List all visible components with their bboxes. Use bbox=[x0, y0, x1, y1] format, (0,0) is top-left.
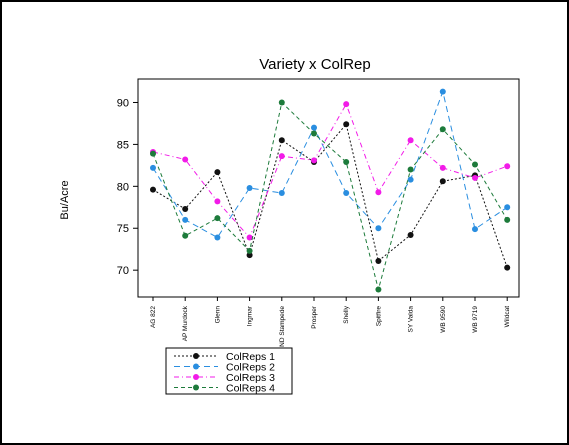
data-point bbox=[278, 137, 285, 144]
data-point bbox=[278, 153, 285, 160]
y-tick-label: 90 bbox=[117, 97, 129, 109]
data-point bbox=[472, 226, 478, 233]
y-axis-label: Bu/Acre bbox=[59, 180, 71, 219]
legend-label: ColReps 2 bbox=[226, 362, 275, 374]
series-4 bbox=[150, 99, 511, 293]
series-line bbox=[152, 101, 508, 292]
data-point bbox=[504, 264, 511, 271]
x-axis: AG 822 AP Murdock Glenn Ingmar ND Stampede Pr… bbox=[150, 297, 511, 347]
legend-entry: ColReps 3 bbox=[174, 372, 275, 384]
data-point bbox=[407, 176, 414, 183]
data-point bbox=[150, 164, 156, 171]
data-point bbox=[182, 232, 189, 239]
y-tick-label: 85 bbox=[117, 139, 129, 151]
data-point bbox=[504, 163, 511, 170]
data-point bbox=[472, 161, 478, 168]
data-point bbox=[150, 186, 156, 193]
data-point bbox=[407, 137, 414, 144]
legend-marker bbox=[193, 363, 199, 370]
data-point bbox=[343, 159, 350, 166]
x-tick-label: SY Valda bbox=[408, 306, 415, 333]
series-layer bbox=[150, 88, 511, 293]
data-point bbox=[504, 204, 511, 211]
data-point bbox=[407, 166, 414, 173]
data-point bbox=[343, 121, 350, 128]
series-line bbox=[152, 89, 508, 239]
data-point bbox=[182, 216, 189, 223]
x-tick-label: Shelly bbox=[343, 305, 350, 323]
x-tick-label: WB 9719 bbox=[472, 306, 479, 333]
x-tick-label: Prosper bbox=[311, 305, 318, 329]
data-point bbox=[214, 234, 221, 241]
legend-label: ColReps 1 bbox=[226, 351, 275, 363]
x-tick-label: AP Murdock bbox=[182, 305, 189, 341]
data-point bbox=[439, 126, 446, 133]
data-point bbox=[246, 247, 253, 254]
y-tick-label: 75 bbox=[117, 223, 129, 235]
legend-entry: ColReps 4 bbox=[174, 383, 275, 395]
data-point bbox=[311, 124, 317, 131]
x-tick-label: Wildcat bbox=[504, 306, 511, 328]
data-point bbox=[439, 88, 446, 95]
data-point bbox=[343, 101, 350, 108]
y-tick-label: 80 bbox=[117, 181, 129, 193]
plot-area bbox=[137, 78, 520, 298]
data-point bbox=[278, 99, 285, 106]
data-point bbox=[150, 150, 156, 157]
data-point bbox=[375, 189, 382, 196]
data-point bbox=[246, 185, 253, 191]
legend-marker bbox=[193, 353, 199, 359]
x-tick-label: Glenn bbox=[214, 306, 221, 324]
x-tick-label: ND Stampede bbox=[279, 306, 286, 347]
data-point bbox=[311, 130, 317, 137]
legend-marker bbox=[193, 374, 199, 380]
data-point bbox=[375, 257, 382, 264]
data-point bbox=[439, 178, 446, 185]
series-1 bbox=[150, 121, 511, 271]
chart-title: Variety x ColRep bbox=[259, 56, 370, 73]
data-point bbox=[246, 234, 253, 241]
x-tick-label: Spitfire bbox=[375, 306, 382, 327]
data-point bbox=[375, 286, 382, 293]
x-tick-label: WB 9590 bbox=[440, 306, 447, 333]
data-point bbox=[504, 216, 511, 223]
data-point bbox=[407, 231, 414, 238]
data-point bbox=[343, 190, 350, 197]
legend-marker bbox=[193, 384, 199, 391]
data-point bbox=[439, 164, 446, 171]
data-point bbox=[246, 252, 253, 259]
data-point bbox=[375, 225, 382, 232]
data-point bbox=[214, 198, 221, 205]
legend-label: ColReps 4 bbox=[226, 383, 275, 395]
data-point bbox=[278, 190, 285, 197]
legend-entry: ColReps 2 bbox=[174, 362, 275, 374]
data-point bbox=[214, 169, 221, 176]
y-tick-label: 70 bbox=[117, 265, 129, 277]
series-line bbox=[152, 123, 508, 268]
data-point bbox=[182, 205, 189, 212]
series-2 bbox=[150, 88, 511, 241]
data-point bbox=[311, 157, 317, 164]
x-tick-label: Ingmar bbox=[247, 305, 254, 326]
legend-label: ColReps 3 bbox=[226, 372, 275, 384]
legend-entry: ColReps 1 bbox=[174, 351, 275, 363]
data-point bbox=[182, 156, 189, 163]
x-tick-label: AG 822 bbox=[150, 306, 157, 328]
data-point bbox=[472, 174, 478, 181]
data-point bbox=[214, 215, 221, 222]
y-axis: 70 75 80 85 90 bbox=[117, 97, 138, 277]
